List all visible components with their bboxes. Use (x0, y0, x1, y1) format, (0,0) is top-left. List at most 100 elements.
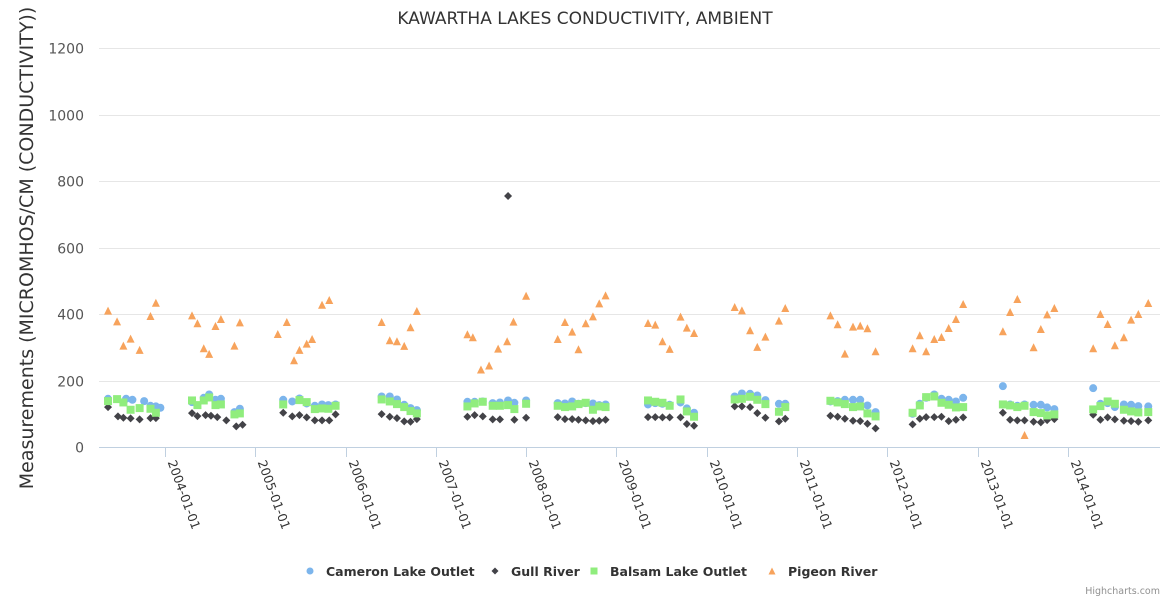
data-point[interactable] (385, 336, 394, 345)
data-point[interactable] (385, 397, 394, 406)
data-point[interactable] (488, 415, 497, 424)
data-point[interactable] (676, 395, 685, 404)
data-point[interactable] (781, 403, 790, 412)
data-point[interactable] (295, 411, 304, 420)
data-point[interactable] (998, 400, 1007, 409)
data-point[interactable] (1119, 333, 1128, 342)
data-point[interactable] (377, 317, 386, 326)
data-point[interactable] (690, 412, 699, 421)
data-point[interactable] (205, 349, 214, 358)
data-point[interactable] (1119, 405, 1128, 414)
data-point[interactable] (510, 398, 519, 407)
data-point[interactable] (848, 416, 857, 425)
data-point[interactable] (308, 334, 317, 343)
data-point[interactable] (392, 400, 401, 409)
data-point[interactable] (1020, 416, 1029, 425)
data-point[interactable] (504, 191, 513, 200)
data-point[interactable] (658, 337, 667, 346)
data-point[interactable] (273, 329, 282, 338)
data-point[interactable] (510, 415, 519, 424)
data-point[interactable] (959, 413, 968, 422)
data-point[interactable] (1043, 411, 1052, 420)
data-point[interactable] (522, 413, 531, 422)
data-point[interactable] (392, 337, 401, 346)
data-point[interactable] (1006, 308, 1015, 317)
data-point[interactable] (135, 415, 144, 424)
data-point[interactable] (1134, 402, 1143, 411)
data-point[interactable] (676, 312, 685, 321)
data-point[interactable] (676, 413, 685, 422)
data-point[interactable] (581, 416, 590, 425)
data-point[interactable] (113, 395, 122, 404)
data-point[interactable] (126, 414, 135, 423)
data-point[interactable] (1013, 295, 1022, 304)
data-point[interactable] (494, 344, 503, 353)
legend-item[interactable]: Cameron Lake Outlet (306, 564, 475, 579)
data-point[interactable] (848, 395, 857, 404)
data-point[interactable] (290, 356, 299, 365)
data-point[interactable] (1103, 413, 1112, 422)
data-point[interactable] (206, 411, 215, 420)
data-point[interactable] (104, 397, 113, 406)
data-point[interactable] (463, 402, 472, 411)
data-point[interactable] (651, 413, 660, 422)
data-point[interactable] (1029, 400, 1038, 409)
data-point[interactable] (113, 317, 122, 326)
data-point[interactable] (126, 334, 135, 343)
data-point[interactable] (151, 408, 160, 417)
data-point[interactable] (470, 399, 479, 408)
data-point[interactable] (199, 396, 208, 405)
data-point[interactable] (682, 323, 691, 332)
data-point[interactable] (412, 409, 421, 418)
data-point[interactable] (833, 412, 842, 421)
data-point[interactable] (761, 400, 770, 409)
data-point[interactable] (1043, 310, 1052, 319)
data-point[interactable] (1110, 415, 1119, 424)
data-point[interactable] (216, 400, 225, 409)
data-point[interactable] (746, 403, 755, 412)
data-point[interactable] (863, 401, 872, 410)
legend-item[interactable]: Gull River (491, 564, 581, 579)
data-point[interactable] (560, 317, 569, 326)
data-point[interactable] (951, 403, 960, 412)
data-point[interactable] (588, 405, 597, 414)
data-point[interactable] (201, 411, 210, 420)
data-point[interactable] (1029, 343, 1038, 352)
data-point[interactable] (504, 401, 513, 410)
data-point[interactable] (1134, 408, 1143, 417)
data-point[interactable] (128, 395, 137, 404)
data-point[interactable] (377, 410, 386, 419)
data-point[interactable] (826, 411, 835, 420)
data-point[interactable] (682, 407, 691, 416)
data-point[interactable] (119, 413, 128, 422)
data-point[interactable] (753, 395, 762, 404)
data-point[interactable] (485, 361, 494, 370)
data-point[interactable] (774, 316, 783, 325)
data-point[interactable] (1134, 310, 1143, 318)
data-point[interactable] (1020, 401, 1029, 410)
data-point[interactable] (1127, 407, 1136, 416)
data-point[interactable] (406, 323, 415, 332)
data-point[interactable] (146, 404, 155, 413)
data-point[interactable] (1013, 416, 1022, 425)
data-point[interactable] (871, 424, 880, 433)
data-point[interactable] (959, 393, 968, 402)
data-point[interactable] (140, 397, 149, 406)
data-point[interactable] (288, 397, 297, 406)
data-point[interactable] (331, 401, 340, 410)
data-point[interactable] (560, 415, 569, 424)
data-point[interactable] (113, 412, 122, 421)
data-point[interactable] (211, 321, 220, 330)
data-point[interactable] (737, 402, 746, 411)
data-point[interactable] (658, 413, 667, 422)
data-point[interactable] (385, 412, 394, 421)
data-point[interactable] (279, 408, 288, 417)
data-point[interactable] (193, 412, 202, 421)
data-point[interactable] (1144, 408, 1153, 417)
data-point[interactable] (310, 405, 319, 414)
data-point[interactable] (863, 324, 872, 333)
data-point[interactable] (944, 323, 953, 332)
data-point[interactable] (325, 296, 334, 305)
data-point[interactable] (488, 401, 497, 410)
data-point[interactable] (922, 413, 931, 422)
